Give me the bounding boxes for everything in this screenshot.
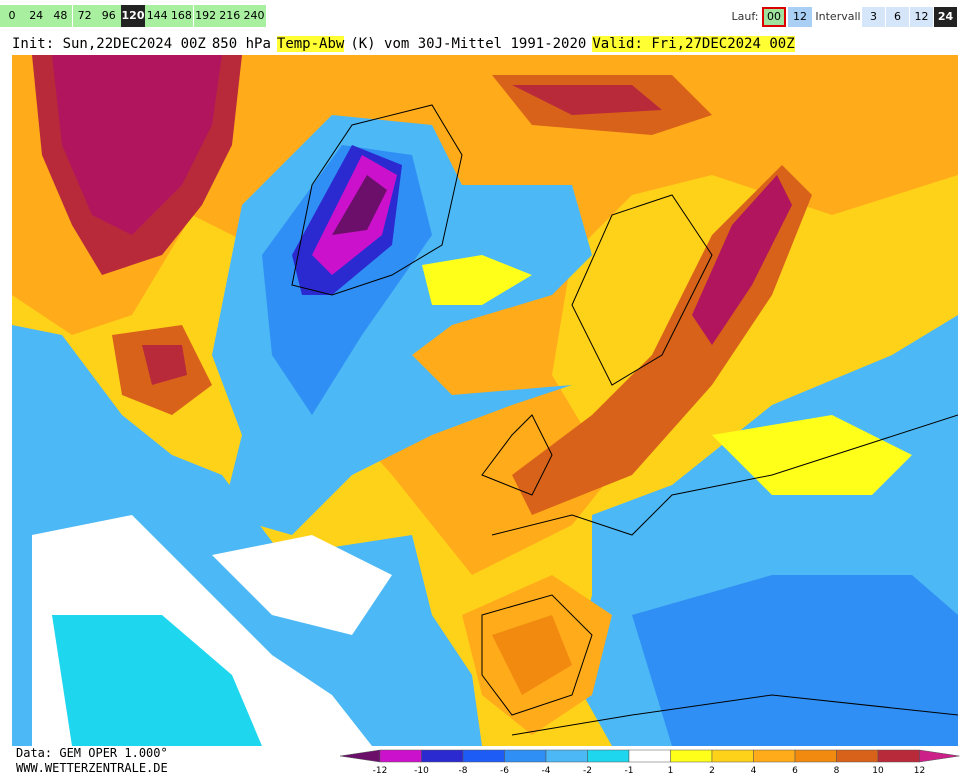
hour-button[interactable]: 144	[145, 5, 170, 27]
legend-tick-label: -8	[459, 766, 468, 775]
hour-button[interactable]: 216	[217, 5, 242, 27]
legend-swatch	[628, 749, 671, 763]
legend-arrow	[919, 749, 960, 763]
header: Init: Sun,22DEC2024 00Z 850 hPa Temp-Abw (K…	[12, 36, 801, 52]
interval-button[interactable]: 12	[910, 7, 933, 27]
legend-tick-label: -2	[583, 766, 592, 775]
hour-button[interactable]: 24	[24, 5, 49, 27]
level: 850 hPa	[211, 36, 271, 52]
legend-tick-label: -6	[500, 766, 509, 775]
legend-tick-label: 8	[834, 766, 840, 775]
legend-swatch	[587, 749, 630, 763]
legend-swatch	[545, 749, 588, 763]
legend-swatch	[877, 749, 920, 763]
legend-tick-label: -1	[625, 766, 634, 775]
data-source: Data: GEM OPER 1.000°	[16, 746, 168, 760]
legend-tick-label: 12	[914, 766, 925, 775]
hour-button[interactable]: 96	[96, 5, 121, 27]
interval-button[interactable]: 3	[862, 7, 885, 27]
site: WWW.WETTERZENTRALE.DE	[16, 761, 168, 775]
legend-tick-label: 10	[872, 766, 884, 775]
interval-button[interactable]: 6	[886, 7, 909, 27]
run-label: Lauf:	[731, 10, 759, 23]
legend-tick-label: -4	[542, 766, 551, 775]
legend-tick-label: 6	[792, 766, 798, 775]
reference: (K) vom 30J-Mittel 1991-2020	[350, 36, 587, 52]
legend-tick-label: -12	[373, 766, 388, 775]
init-time: Init: Sun,22DEC2024 00Z	[12, 36, 206, 52]
interval-button[interactable]: 24	[934, 7, 957, 27]
legend-swatch	[711, 749, 754, 763]
hour-button[interactable]: 120	[121, 5, 145, 27]
hour-button[interactable]: 72	[72, 5, 97, 27]
legend-swatch	[379, 749, 422, 763]
legend-swatch	[504, 749, 547, 763]
hour-button[interactable]: 48	[48, 5, 73, 27]
legend-swatch	[421, 749, 464, 763]
run-button[interactable]: 00	[762, 7, 786, 27]
color-legend: -12 -10 -8 -6 -4 -2 -1 1 2 4 6 8 10 12	[339, 749, 960, 775]
variable: Temp-Abw	[276, 36, 345, 52]
legend-tick-label: 1	[668, 766, 674, 775]
legend-swatch	[836, 749, 879, 763]
run-button[interactable]: 12	[788, 7, 812, 27]
legend-tick-label: 4	[751, 766, 757, 775]
legend-swatch	[462, 749, 505, 763]
legend-swatch	[794, 749, 837, 763]
legend-tick-label: 2	[709, 766, 715, 775]
legend-arrow	[339, 749, 381, 763]
hour-button[interactable]: 0	[0, 5, 24, 27]
legend-swatch	[753, 749, 796, 763]
interval-label: Intervall	[815, 10, 861, 23]
hour-button[interactable]: 240	[242, 5, 266, 27]
legend-swatch	[670, 749, 713, 763]
hour-button[interactable]: 192	[193, 5, 218, 27]
map	[12, 55, 958, 746]
valid-time: Valid: Fri,27DEC2024 00Z	[592, 36, 795, 52]
hour-button[interactable]: 168	[169, 5, 194, 27]
legend-tick-label: -10	[414, 766, 429, 775]
